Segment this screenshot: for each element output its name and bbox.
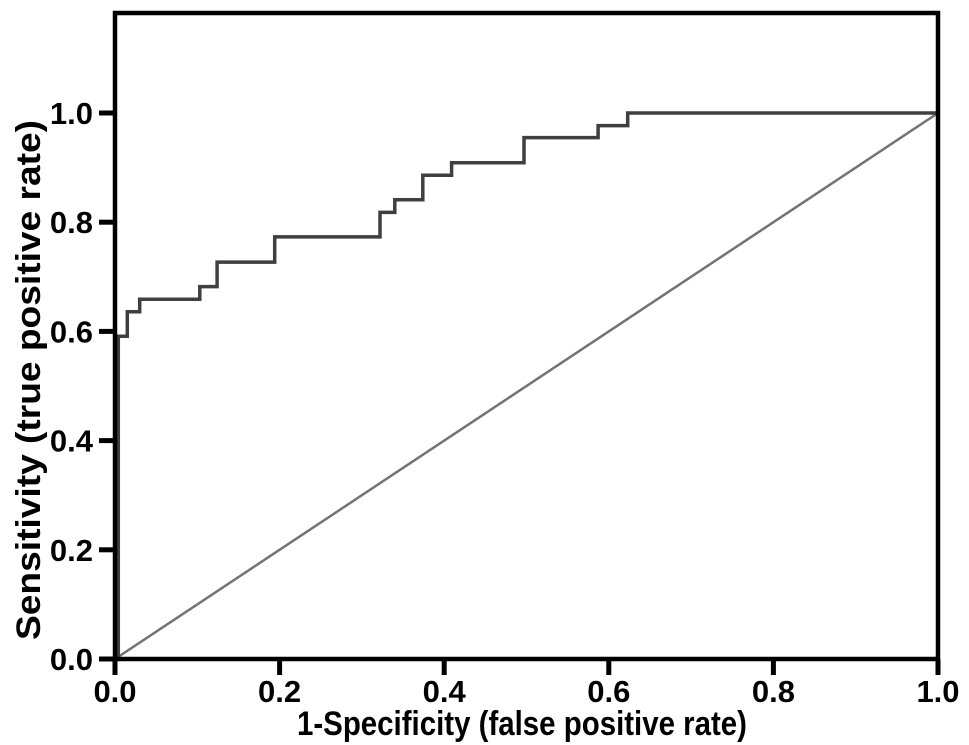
- x-tick-label: 0.2: [258, 674, 301, 709]
- x-tick-label: 0.6: [587, 674, 630, 709]
- x-axis-title: 1-Specificity (false positive rate): [297, 705, 747, 743]
- plot-frame: [112, 10, 941, 662]
- y-tick-label: 0.6: [50, 314, 93, 349]
- y-axis-title: Sensitivity (true positive rate): [10, 120, 48, 640]
- reference-diagonal: [114, 111, 939, 661]
- x-tick-label: 0.8: [752, 674, 795, 709]
- frame-layer: [112, 10, 941, 662]
- y-tick-label: 0.0: [50, 642, 93, 677]
- roc-step-curve: [116, 111, 938, 659]
- y-tick-label: 0.8: [50, 205, 93, 240]
- x-tick-label: 1.0: [916, 674, 959, 709]
- x-tick-label: 0.4: [423, 674, 467, 709]
- x-tick-label: 0.0: [93, 674, 136, 709]
- series-layer: [114, 111, 939, 661]
- tick-layer: 0.0 0.2 0.4 0.6 0.8 1.0 0.0 0.2 0.4 0.6 0.8 1.0: [50, 96, 960, 709]
- y-tick-label: 0.2: [50, 533, 93, 568]
- y-tick-label: 0.4: [50, 424, 94, 459]
- y-tick-label: 1.0: [50, 96, 93, 131]
